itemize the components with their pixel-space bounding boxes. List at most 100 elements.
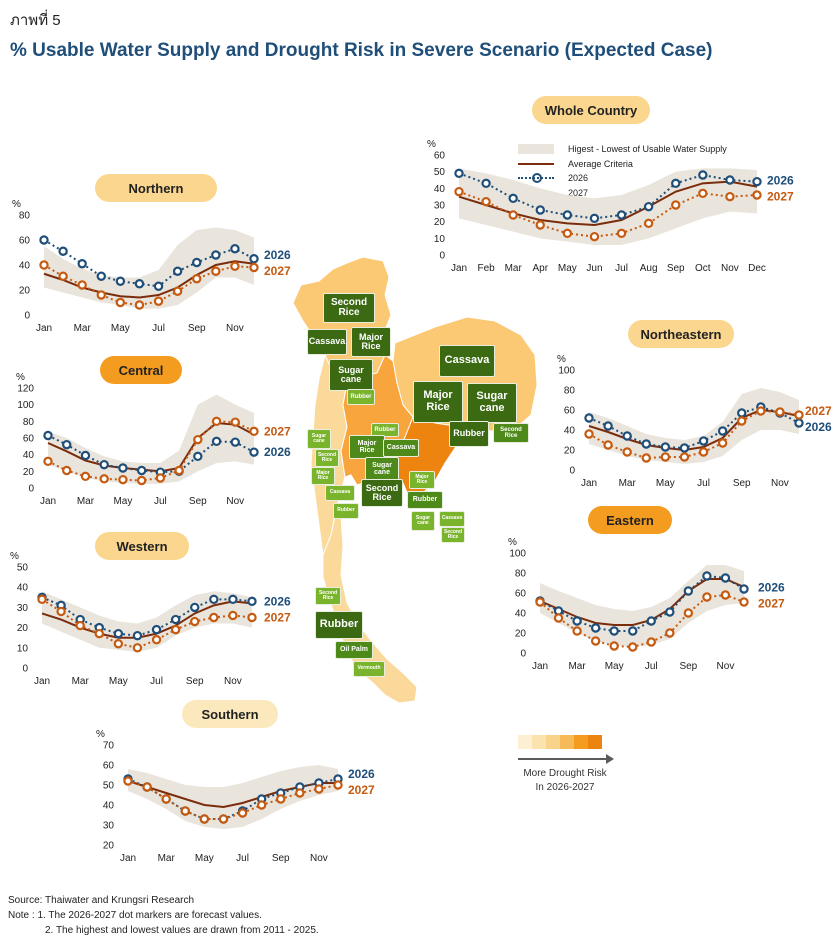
x-tick-label: Nov xyxy=(226,496,244,507)
x-tick-label: Dec xyxy=(748,263,766,274)
series-2026-point xyxy=(132,630,143,641)
series-2026-point xyxy=(616,210,627,220)
legend-band-label: Higest - Lowest of Usable Water Supply xyxy=(568,144,727,155)
y-tick-label: 20 xyxy=(103,841,115,852)
figure-label: ภาพที่ 5 xyxy=(10,12,61,29)
series-2027-point xyxy=(174,465,184,476)
x-tick-label: Jan xyxy=(34,676,50,687)
series-2027-end-label: 2027 xyxy=(758,597,785,611)
series-2027-point xyxy=(756,406,766,416)
series-2027-point xyxy=(535,597,545,607)
y-tick-label: 70 xyxy=(103,741,115,752)
crop-label: Sugar cane xyxy=(365,457,399,481)
y-tick-label: 20 xyxy=(19,286,31,297)
series-2027-point xyxy=(118,474,128,485)
series-2026-end-label: 2026 xyxy=(264,445,291,459)
series-2026-point xyxy=(717,426,728,436)
crop-label: Sugar cane xyxy=(307,429,331,449)
series-2027-point xyxy=(211,416,222,427)
band-swatch xyxy=(518,144,554,155)
northeastern-title: Northeastern xyxy=(628,320,734,348)
series-2026-line xyxy=(47,434,255,474)
range-band xyxy=(44,227,254,309)
y-tick-label: 80 xyxy=(23,417,35,428)
crop-label: Cassava xyxy=(325,485,355,501)
series-2027-point xyxy=(535,220,545,230)
series-2026-point xyxy=(660,442,671,452)
series-2027-point xyxy=(698,188,708,199)
series-2026-point xyxy=(113,628,124,639)
x-tick-label: May xyxy=(656,478,675,489)
series-2027-point xyxy=(230,261,240,271)
series-2027-point xyxy=(180,806,190,816)
series-2027-end-label: 2027 xyxy=(264,264,291,278)
y-tick-label: 40 xyxy=(19,261,31,272)
series-2026-point xyxy=(590,623,601,633)
series-2027-point xyxy=(58,271,68,281)
series-2026-point xyxy=(683,586,694,596)
series-2027-point xyxy=(237,808,248,818)
y-tick-label: 50 xyxy=(434,167,446,178)
series-2026-point xyxy=(228,594,238,605)
x-tick-label: Mar xyxy=(74,323,92,334)
y-unit-label: % xyxy=(12,199,21,210)
series-2026-point xyxy=(725,175,735,185)
series-2027-point xyxy=(113,639,124,649)
x-tick-label: Jul xyxy=(645,661,658,672)
x-tick-label: Mar xyxy=(158,853,176,864)
crop-label: Rubber xyxy=(333,503,359,519)
series-2026-end-label: 2026 xyxy=(767,173,794,187)
crop-label: Rubber xyxy=(347,389,375,405)
series-2026-point xyxy=(62,439,72,450)
series-2027-point xyxy=(151,635,162,645)
series-2026-point xyxy=(603,421,613,431)
y-tick-label: 0 xyxy=(24,311,30,322)
y-tick-label: 80 xyxy=(564,386,576,397)
series-2026-point xyxy=(562,210,573,220)
series-2027-point xyxy=(170,624,181,635)
series-2027-point xyxy=(333,780,343,790)
series-2026-point xyxy=(454,168,464,179)
series-2027-point xyxy=(698,447,709,457)
series-2027-point xyxy=(161,794,171,804)
series-2027-point xyxy=(153,296,164,306)
crop-label: Rubber xyxy=(407,491,443,509)
y-tick-label: 20 xyxy=(434,217,446,228)
series-2027-point xyxy=(671,200,681,210)
series-2027-end-label: 2027 xyxy=(264,611,291,625)
series-2026-point xyxy=(249,447,259,457)
series-2027-point xyxy=(646,637,656,647)
series-2027-point xyxy=(155,473,166,483)
series-2027-point xyxy=(192,274,202,284)
range-band xyxy=(48,394,254,484)
series-2026-point xyxy=(192,257,202,268)
y-tick-label: 40 xyxy=(103,801,115,812)
series-2027-point xyxy=(679,452,690,462)
legend-2027-label: 2027 xyxy=(568,187,589,198)
series-2026-point xyxy=(211,436,222,447)
whole-country-chart: % 0 10 20 30 40 50 60 Jan Feb Mar Apr May Jun Jul Aug Se… xyxy=(427,139,794,274)
series-2026-point xyxy=(80,450,91,461)
series-2026-point xyxy=(211,250,221,260)
series-2026-end-label: 2026 xyxy=(264,594,291,608)
series-2027-point xyxy=(720,590,731,600)
series-2027-point xyxy=(218,814,229,824)
risk-step-6 xyxy=(588,735,602,749)
series-2026-point xyxy=(628,626,638,636)
x-tick-label: Jan xyxy=(120,853,136,864)
series-2026-point xyxy=(794,418,804,428)
series-2026-end-label: 2026 xyxy=(348,767,375,781)
series-2027-point xyxy=(739,597,749,607)
series-2027-point xyxy=(209,612,219,623)
series-2026-point xyxy=(58,246,68,256)
x-tick-label: Jan xyxy=(36,323,52,334)
whole-country-title: Whole Country xyxy=(532,96,650,124)
series-2027-point xyxy=(553,613,564,623)
risk-scale-label: More Drought Risk In 2026-2027 xyxy=(505,767,625,794)
series-2027-point xyxy=(172,286,183,296)
y-tick-label: 0 xyxy=(28,484,34,495)
legend-average-label: Average Criteria xyxy=(568,158,633,169)
x-tick-label: Sep xyxy=(667,263,685,274)
crop-label: Cassava xyxy=(439,345,495,377)
x-tick-label: May xyxy=(113,496,132,507)
